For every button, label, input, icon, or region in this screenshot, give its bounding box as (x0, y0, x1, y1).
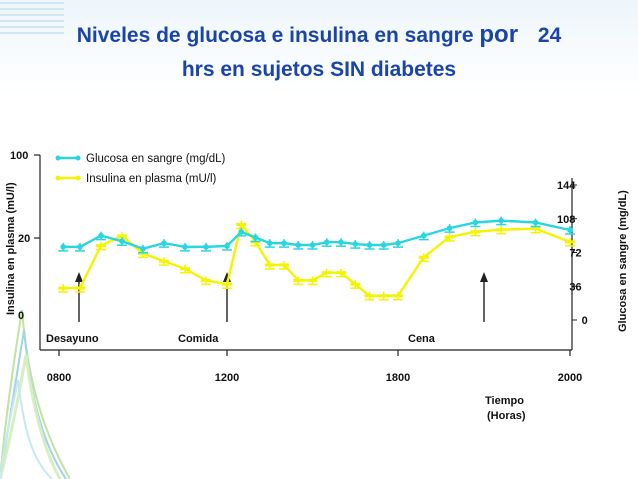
insulin-point (201, 278, 211, 282)
insulin-point (58, 286, 69, 290)
insulin-point (565, 240, 575, 244)
legend-marker-glucose (55, 155, 61, 161)
legend-marker-insulin (55, 175, 61, 181)
right-tick-label: 36 (569, 281, 581, 293)
right-tick-label: 72 (569, 248, 581, 260)
right-tick-label: 144 (557, 180, 576, 192)
right-tick-label: 0 (582, 315, 588, 327)
decorative-wave-graphic (0, 309, 70, 479)
glucose-point (395, 240, 401, 246)
insulin-point (307, 278, 318, 282)
glucose-point (224, 243, 230, 249)
glucose-point (532, 219, 539, 226)
meal-label: Cena (408, 333, 436, 345)
insulin-point (75, 286, 85, 290)
glucose-point (98, 232, 104, 239)
x-axis-subtitle: (Horas) (487, 410, 526, 422)
meal-arrow-head (480, 272, 488, 282)
glucose-point (238, 229, 245, 235)
left-axis-title: Insulina en plasma (mU/l) (5, 182, 17, 315)
glucose-line (63, 219, 571, 251)
x-tick-label: 1200 (215, 372, 239, 384)
x-tick-label: 2000 (558, 372, 582, 384)
glucose-point (266, 240, 273, 246)
glucose-point (60, 244, 66, 250)
chart-marks (55, 155, 575, 322)
decorative-stripes (0, 2, 64, 38)
left-tick-label: 100 (10, 150, 28, 162)
title-por: por (479, 21, 519, 48)
glucose-point (252, 234, 259, 241)
insulin-point (159, 259, 169, 263)
meal-label: Desayuno (46, 333, 99, 345)
title-line-2: hrs en sujetos SIN diabetes (181, 58, 457, 81)
x-tick-label: 1800 (386, 372, 410, 384)
glucose-point (281, 240, 287, 246)
title-line-1: Niveles de glucosa e insulina en sangre … (0, 18, 638, 53)
right-axis-title: Glucosa en sangre (mg/dL) (617, 190, 629, 332)
insulin-point (117, 234, 127, 238)
insulin-point (222, 282, 232, 286)
glucose-point (203, 244, 209, 250)
insulin-point (336, 271, 346, 275)
glucose-point (498, 217, 505, 224)
insulin-point (236, 223, 247, 227)
insulin-point (496, 228, 507, 232)
insulin-point (418, 255, 429, 259)
glucose-point (380, 242, 387, 248)
glucose-point (366, 242, 373, 248)
insulin-point (279, 263, 289, 267)
legend-marker-glucose (75, 155, 81, 161)
legend-label-glucose: Glucosa en sangre (mg/dL) (86, 153, 226, 165)
glucose-point (323, 239, 330, 245)
glucose-point (77, 244, 83, 250)
legend-label-insulin: Insulina en plasma (mU/l) (86, 173, 217, 185)
insulin-point (393, 294, 403, 298)
title-part-1: Niveles de glucosa e insulina en sangre (76, 24, 474, 47)
insulin-point (350, 282, 361, 286)
glucose-point (161, 240, 167, 246)
insulin-point (444, 235, 455, 239)
insulin-point (96, 244, 106, 248)
chart-labels: 0 20 100 0 36 72 108 144 0800 1200 1800 2000 Insulin… (5, 150, 629, 422)
chart-axes (34, 154, 577, 356)
glucose-point (567, 227, 573, 233)
left-tick-label: 0 (18, 310, 24, 322)
glucose-point (421, 232, 427, 239)
glucose-point (446, 225, 453, 231)
left-tick-label: 20 (18, 233, 30, 245)
glucose-point (119, 238, 125, 245)
glucose-point (140, 245, 146, 252)
insulin-point (180, 267, 190, 271)
glucose-point (338, 239, 344, 245)
glucose-point (295, 242, 302, 248)
glucose-point (182, 244, 188, 250)
title-background (0, 0, 638, 96)
insulin-point (264, 263, 275, 267)
legend-marker-insulin (75, 175, 81, 181)
insulin-point (530, 227, 541, 231)
glucose-point (309, 242, 316, 248)
insulin-point (293, 278, 304, 282)
insulin-point (378, 294, 389, 298)
insulin-point (321, 271, 332, 275)
x-tick-label: 0800 (47, 372, 71, 384)
meal-arrow-head (75, 272, 83, 282)
meal-label: Comida (178, 333, 219, 345)
glucose-point (352, 241, 359, 247)
glucose-point (472, 219, 479, 226)
insulin-point (364, 294, 375, 298)
x-axis-title: Tiempo (485, 395, 524, 407)
insulin-point (470, 230, 481, 234)
slide-title: Niveles de glucosa e insulina en sangre … (0, 18, 638, 87)
title-number: 24 (537, 24, 562, 47)
right-tick-label: 108 (557, 214, 575, 226)
